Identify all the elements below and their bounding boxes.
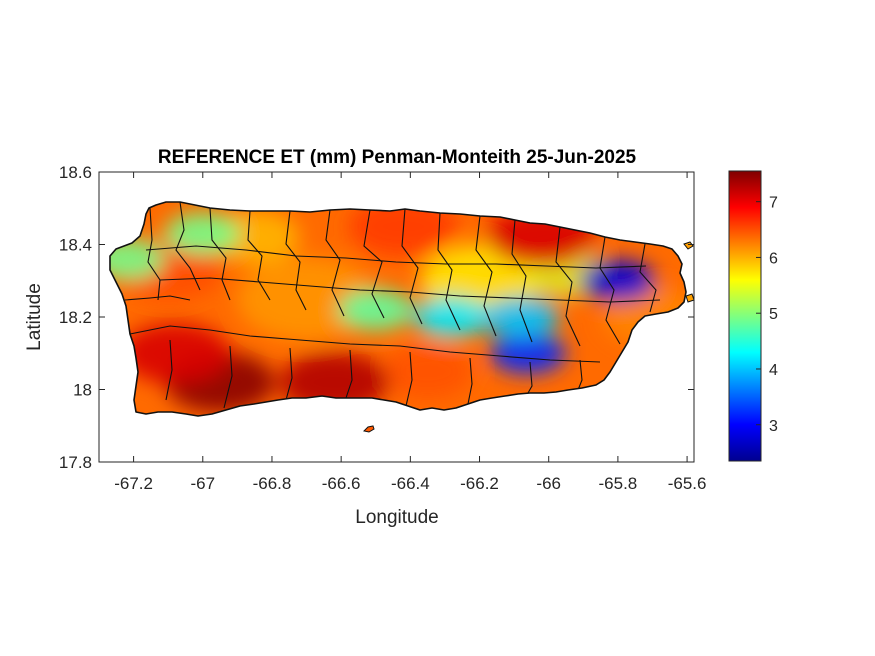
y-tick-label: 18.2 <box>59 308 92 327</box>
municipality-boundary <box>475 215 497 337</box>
x-tick-label: -66.8 <box>253 474 292 493</box>
municipality-boundary <box>527 361 533 394</box>
municipality-boundaries <box>124 202 661 409</box>
y-tick-label: 18 <box>73 381 92 400</box>
chart-title: REFERENCE ET (mm) Penman-Monteith 25-Jun… <box>158 147 637 168</box>
y-tick-label: 17.8 <box>59 453 92 472</box>
x-axis: -67.2 -67 -66.8 -66.6 -66.4 -66.2 -66 -65.8 -65.… <box>114 172 706 493</box>
municipality-boundary <box>159 277 661 303</box>
y-tick-label: 18.6 <box>59 163 92 182</box>
et-hotspot-12 <box>110 238 165 280</box>
municipality-boundary <box>577 359 583 391</box>
x-tick-label: -65.6 <box>668 474 707 493</box>
colorbar-tick-label: 3 <box>769 418 778 435</box>
municipality-boundary <box>437 212 461 331</box>
municipality-boundary <box>285 347 293 401</box>
colorbar-tick-label: 7 <box>769 195 778 212</box>
municipality-boundary <box>401 208 423 325</box>
colorbar: 3 4 5 6 7 <box>728 170 778 462</box>
municipality-boundary <box>599 236 621 345</box>
municipality-boundary <box>124 295 191 301</box>
municipality-boundary <box>145 245 647 269</box>
colorbar-tick-label: 6 <box>769 250 778 267</box>
x-tick-label: -66 <box>536 474 561 493</box>
background-field-0 <box>236 256 377 341</box>
municipality-boundary <box>209 207 231 301</box>
municipality-boundary <box>345 349 353 399</box>
x-tick-label: -65.8 <box>599 474 638 493</box>
x-tick-label: -67.2 <box>114 474 153 493</box>
municipality-boundary <box>175 202 201 291</box>
municipality-boundary <box>325 209 345 317</box>
municipality-boundary <box>363 209 385 319</box>
island-coastline <box>109 201 687 417</box>
municipality-boundary <box>129 325 601 363</box>
et-hotspot-7 <box>489 332 566 375</box>
municipality-boundary <box>405 351 413 407</box>
colorbar-gradient <box>728 170 762 462</box>
municipality-boundary <box>467 357 473 405</box>
et-hotspot-6 <box>579 259 656 302</box>
municipality-boundary <box>639 243 657 313</box>
x-tick-label: -66.6 <box>322 474 361 493</box>
et-hotspot-8 <box>413 296 490 338</box>
x-tick-label: -66.4 <box>391 474 430 493</box>
et-hotspot-2 <box>120 323 231 384</box>
municipality-boundary <box>147 207 161 301</box>
colorbar-tick-label: 4 <box>769 362 778 379</box>
et-hotspot-9 <box>483 296 560 338</box>
municipality-boundary <box>165 339 173 401</box>
y-axis-label: Latitude <box>24 283 45 351</box>
municipality-boundary <box>511 219 533 343</box>
municipality-boundary <box>285 210 307 311</box>
et-hotspot-10 <box>337 288 414 331</box>
x-tick-label: -67 <box>190 474 215 493</box>
caja-de-muertos-island <box>362 425 375 433</box>
municipality-boundary <box>223 345 233 409</box>
y-tick-label: 18.4 <box>59 236 92 255</box>
y-axis: 17.8 18 18.2 18.4 18.6 <box>59 163 694 472</box>
x-axis-label: Longitude <box>355 507 438 528</box>
municipality-boundary <box>555 226 581 347</box>
x-tick-label: -66.2 <box>460 474 499 493</box>
background-field-5 <box>382 344 473 399</box>
colorbar-tick-label: 5 <box>769 306 778 323</box>
et-hotspot-11 <box>164 212 241 255</box>
municipality-boundary <box>247 210 271 301</box>
